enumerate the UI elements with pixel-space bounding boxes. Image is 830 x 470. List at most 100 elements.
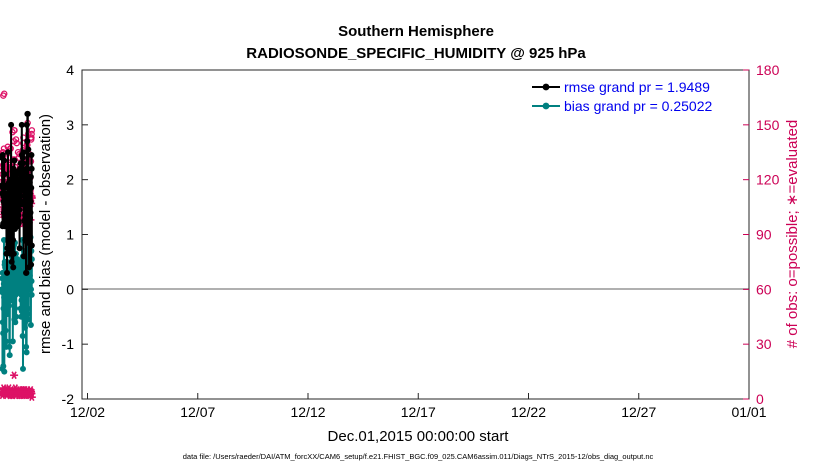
bias-point (3, 338, 10, 345)
rmse-point (28, 261, 35, 268)
y-left-tick-label: 2 (66, 172, 74, 188)
rmse-point (4, 269, 11, 276)
series-layer (0, 90, 36, 402)
rmse-point (0, 151, 6, 158)
bias-point (2, 297, 9, 304)
bias-point (9, 297, 16, 304)
bias-point (4, 311, 11, 318)
evaluated-obs-low-point (27, 393, 36, 402)
y-left-tick-label: 0 (66, 281, 74, 297)
rmse-point (16, 206, 23, 213)
rmse-point (16, 245, 23, 252)
rmse-point (15, 220, 22, 227)
rmse-point (25, 146, 32, 153)
bias-point (12, 319, 19, 326)
rmse-point (18, 121, 25, 128)
x-tick-label: 12/12 (290, 404, 325, 420)
y-right-tick-label: 150 (756, 117, 780, 133)
bias-point (0, 319, 6, 326)
x-tick-label: 12/22 (511, 404, 546, 420)
rmse-point (10, 250, 17, 257)
bias-point (23, 343, 30, 350)
bias-point (21, 324, 28, 331)
bias-point (28, 291, 35, 298)
rmse-point (8, 231, 15, 238)
rmse-point (27, 215, 34, 222)
rmse-point (1, 223, 8, 230)
legend-rmse-marker (542, 83, 550, 91)
rmse-point (27, 198, 34, 205)
bias-point (13, 313, 20, 320)
bias-point (6, 343, 13, 350)
rmse-point (5, 149, 12, 156)
plot-area: -2 -1 0 1 2 3 4 0 30 60 90 120 150 180 12/02 12/07 12/12… (0, 62, 780, 420)
possible-obs-point (28, 127, 36, 134)
rmse-point (26, 190, 33, 197)
bias-point (17, 280, 24, 287)
bias-point (2, 327, 9, 334)
x-tick-label: 12/27 (621, 404, 656, 420)
y-right-tick-label: 180 (756, 62, 780, 78)
rmse-point (6, 242, 13, 249)
legend-rmse-label: rmse grand pr = 1.9489 (564, 79, 710, 95)
bias-point (27, 321, 34, 328)
rmse-point (28, 151, 35, 158)
bias-point (19, 308, 26, 315)
bias-point (6, 352, 13, 359)
rmse-point (8, 258, 15, 265)
bias-point (0, 305, 7, 312)
legend-box (528, 74, 743, 116)
chart-title-line2: RADIOSONDE_SPECIFIC_HUMIDITY @ 925 hPa (246, 45, 586, 62)
rmse-point (24, 110, 31, 117)
x-tick-label: 12/02 (70, 404, 105, 420)
legend: rmse grand pr = 1.9489 bias grand pr = 0… (528, 74, 743, 116)
bias-point (25, 316, 32, 323)
possible-obs-point (12, 136, 20, 143)
rmse-point (20, 149, 27, 156)
y-right-tick-label: 30 (756, 336, 772, 352)
data-file-footnote: data file: /Users/raeder/DAI/ATM_forcXX/… (183, 452, 654, 461)
ticks-layer: -2 -1 0 1 2 3 4 0 30 60 90 120 150 180 12/02 12/07 12/12… (62, 62, 780, 420)
rmse-point (26, 220, 33, 227)
rmse-point (24, 138, 31, 145)
y-left-tick-label: 3 (66, 117, 74, 133)
x-tick-label: 12/17 (401, 404, 436, 420)
y-left-tick-label: -2 (62, 391, 75, 407)
rmse-point (20, 160, 27, 167)
rmse-point (23, 165, 30, 172)
y-right-tick-label: 0 (756, 391, 764, 407)
chart-title-line1: Southern Hemisphere (338, 23, 494, 40)
rmse-point (1, 157, 8, 164)
y-left-tick-label: 1 (66, 227, 74, 243)
rmse-point (24, 239, 31, 246)
rmse-point (27, 173, 34, 180)
y-right-tick-label: 120 (756, 172, 780, 188)
bias-point (28, 278, 35, 285)
x-tick-label: 12/07 (180, 404, 215, 420)
rmse-point (11, 157, 18, 164)
y-axis-label-left: rmse and bias (model - observation) (37, 114, 54, 354)
rmse-point (25, 234, 32, 241)
possible-obs-point (13, 139, 20, 147)
rmse-point (27, 209, 34, 216)
rmse-point (19, 154, 26, 161)
rmse-point (25, 226, 32, 233)
rmse-point (28, 165, 35, 172)
possible-obs-point (0, 90, 8, 98)
rmse-point (23, 269, 30, 276)
rmse-point (8, 121, 15, 128)
rmse-point (15, 212, 22, 219)
bias-point (6, 302, 13, 309)
rmse-point (22, 201, 29, 208)
bias-point (18, 313, 25, 320)
rmse-point (28, 242, 35, 249)
bias-point (1, 368, 8, 375)
rmse-point (10, 264, 17, 271)
bias-point (12, 305, 19, 312)
y-left-tick-label: 4 (66, 62, 74, 78)
rmse-point (10, 190, 17, 197)
bias-point (28, 286, 35, 293)
bias-point (0, 363, 7, 370)
bias-point (24, 305, 31, 312)
